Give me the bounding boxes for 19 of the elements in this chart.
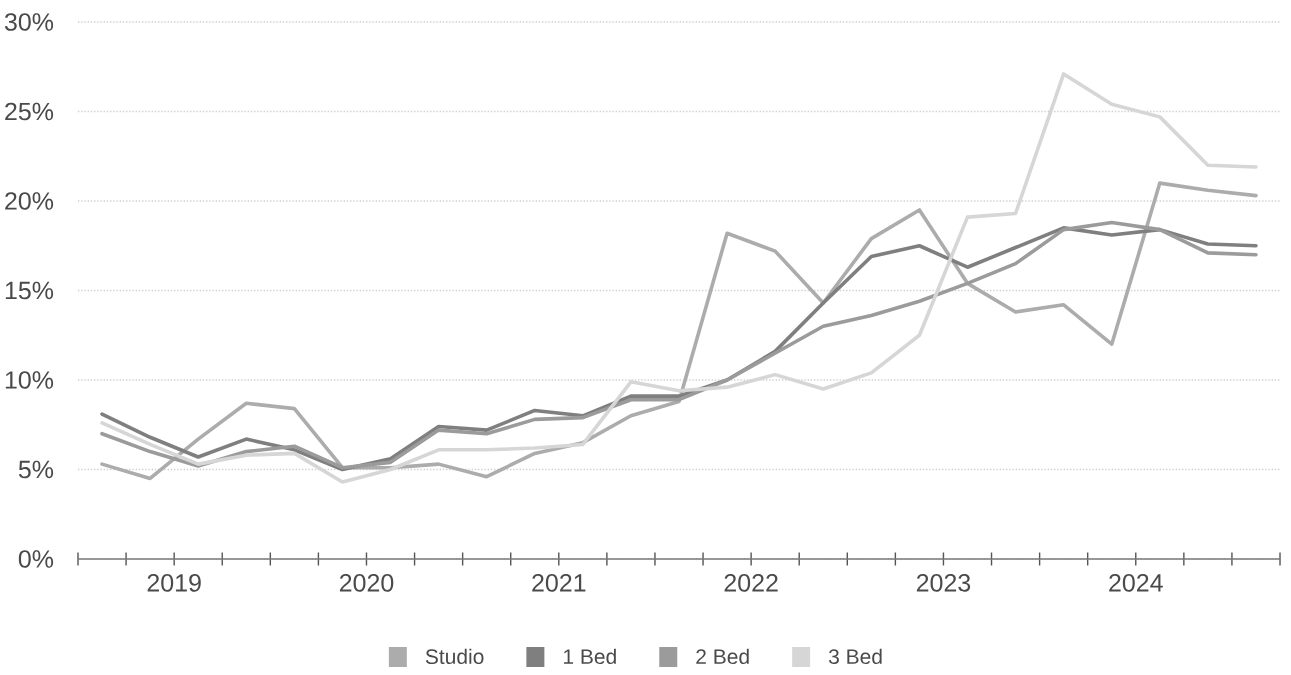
x-tick-label: 2023 [916,574,971,592]
x-tick-label: 2024 [1109,574,1163,592]
x-tick-label: 2019 [147,574,201,592]
line-series [100,181,1258,481]
legend-label: 2 Bed [696,648,749,665]
y-tick-label: 25% [5,102,54,121]
y-tick-label: 10% [5,371,54,389]
y-tick-label: 15% [5,281,54,300]
legend-label: 3 Bed [828,648,882,665]
x-tick-label: 2021 [532,574,586,592]
legend-label: 1 Bed [563,648,616,665]
y-tick-label: 0% [18,550,54,568]
y-tick-label: 30% [4,13,54,31]
x-tick-label: 2020 [339,574,394,592]
y-tick-label: 20% [5,192,54,210]
line-series [100,72,1258,484]
y-tick-label: 5% [18,460,54,479]
x-tick-label: 2022 [724,574,778,592]
legend-label: Studio [425,648,484,665]
